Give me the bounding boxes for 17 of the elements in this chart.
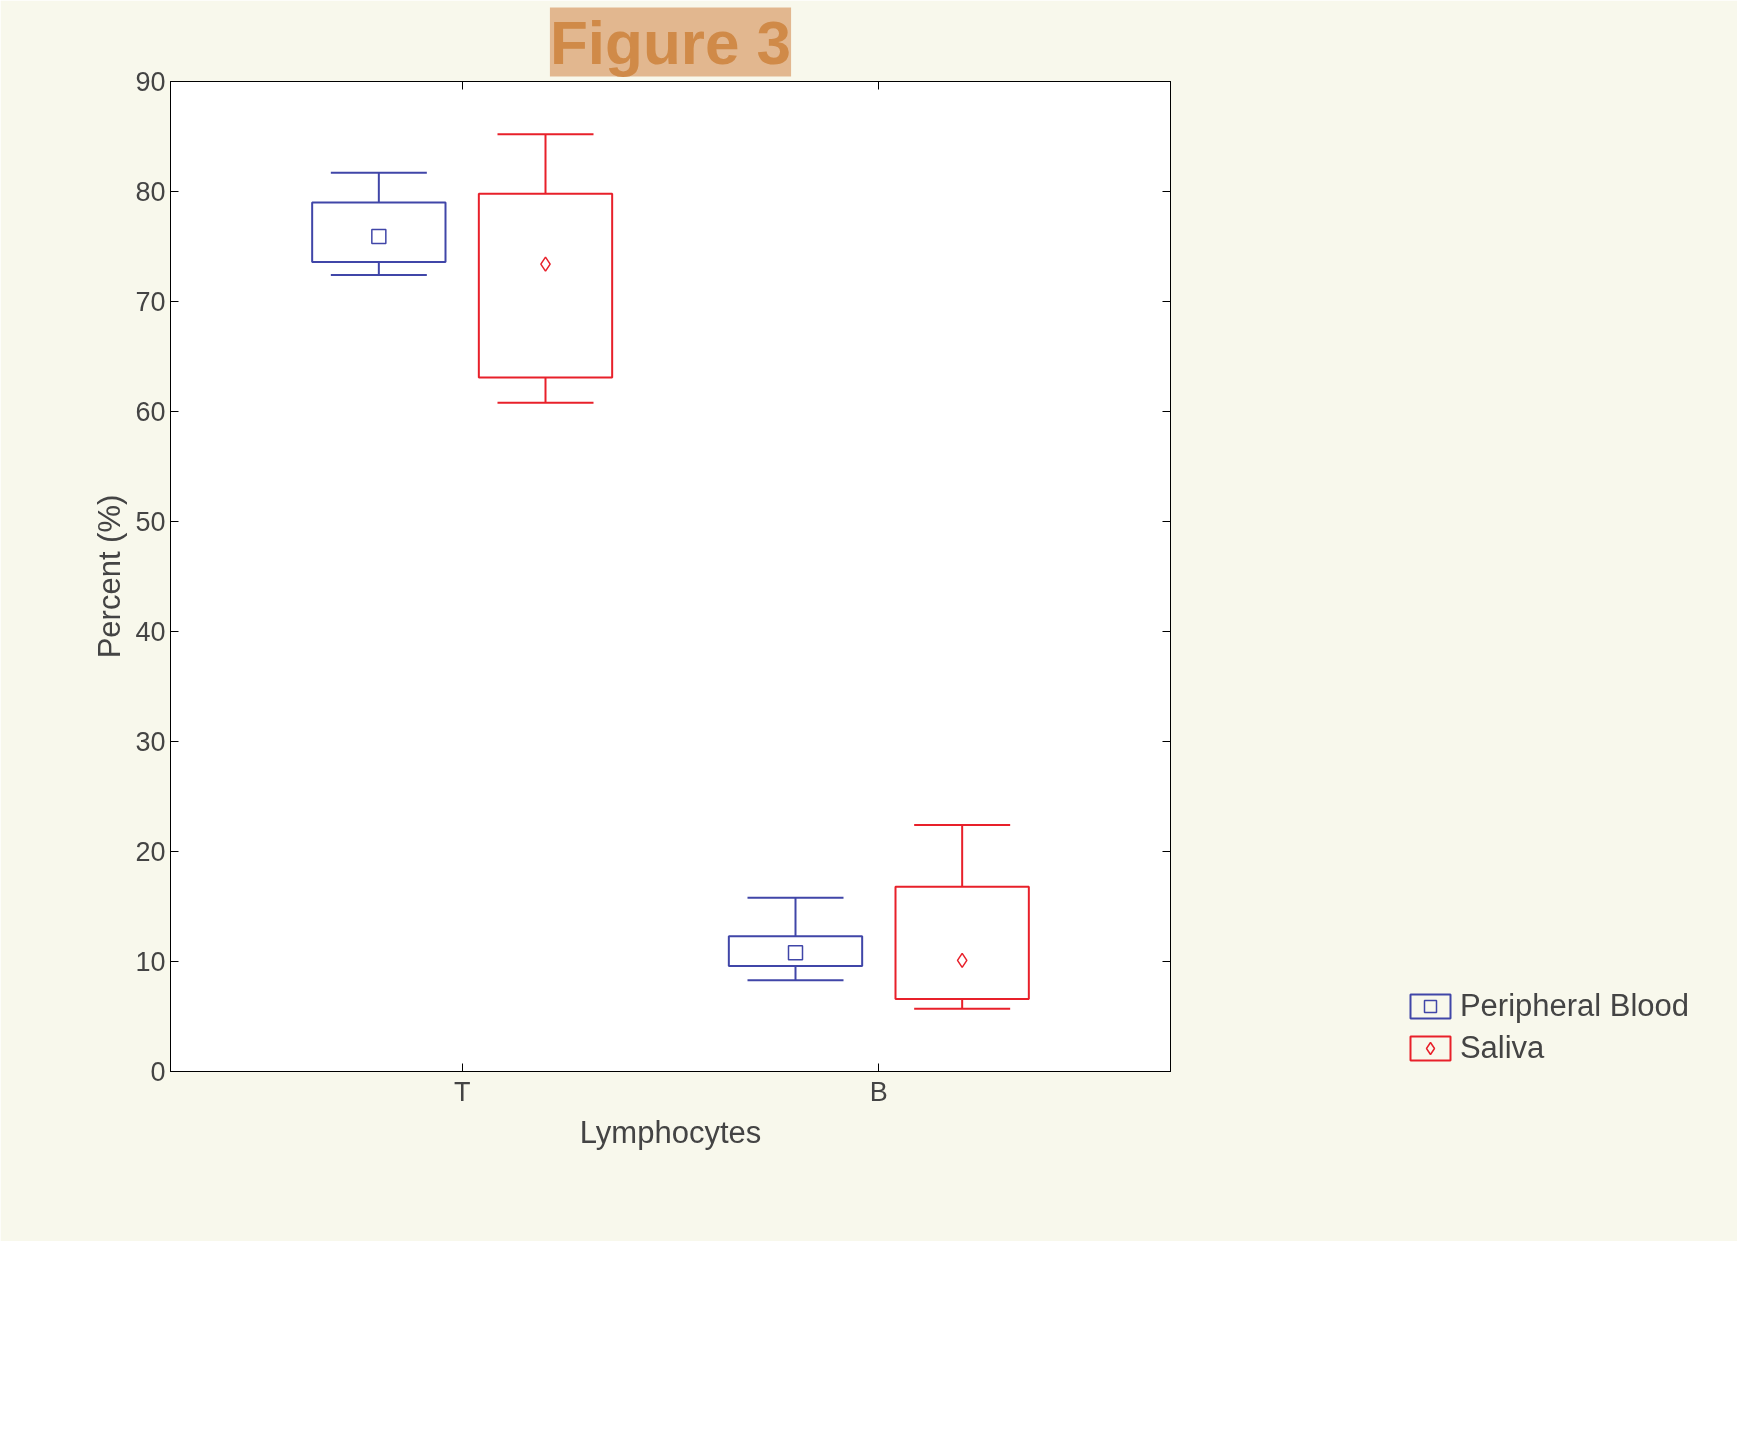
x-tick-label: T: [453, 1076, 471, 1107]
y-tick-label: 20: [135, 837, 166, 867]
legend-label: Saliva: [1459, 1030, 1545, 1066]
y-tick-label: 50: [135, 507, 166, 537]
y-tick-label: 60: [135, 397, 166, 427]
y-tick-label: 40: [135, 617, 166, 647]
y-tick-label: 70: [135, 287, 166, 317]
y-tick-label: 90: [135, 67, 166, 97]
y-tick-label: 30: [135, 727, 166, 757]
legend-label: Peripheral Blood: [1459, 988, 1690, 1024]
chart-title: Figure 3: [549, 7, 792, 77]
y-tick-label: 80: [135, 177, 166, 207]
y-tick-label: 10: [135, 947, 166, 977]
x-axis-title: Lymphocytes: [579, 1114, 762, 1150]
y-axis-title: Percent (%): [92, 494, 128, 659]
y-tick-label: 0: [150, 1057, 166, 1087]
x-tick-label: B: [869, 1076, 888, 1107]
